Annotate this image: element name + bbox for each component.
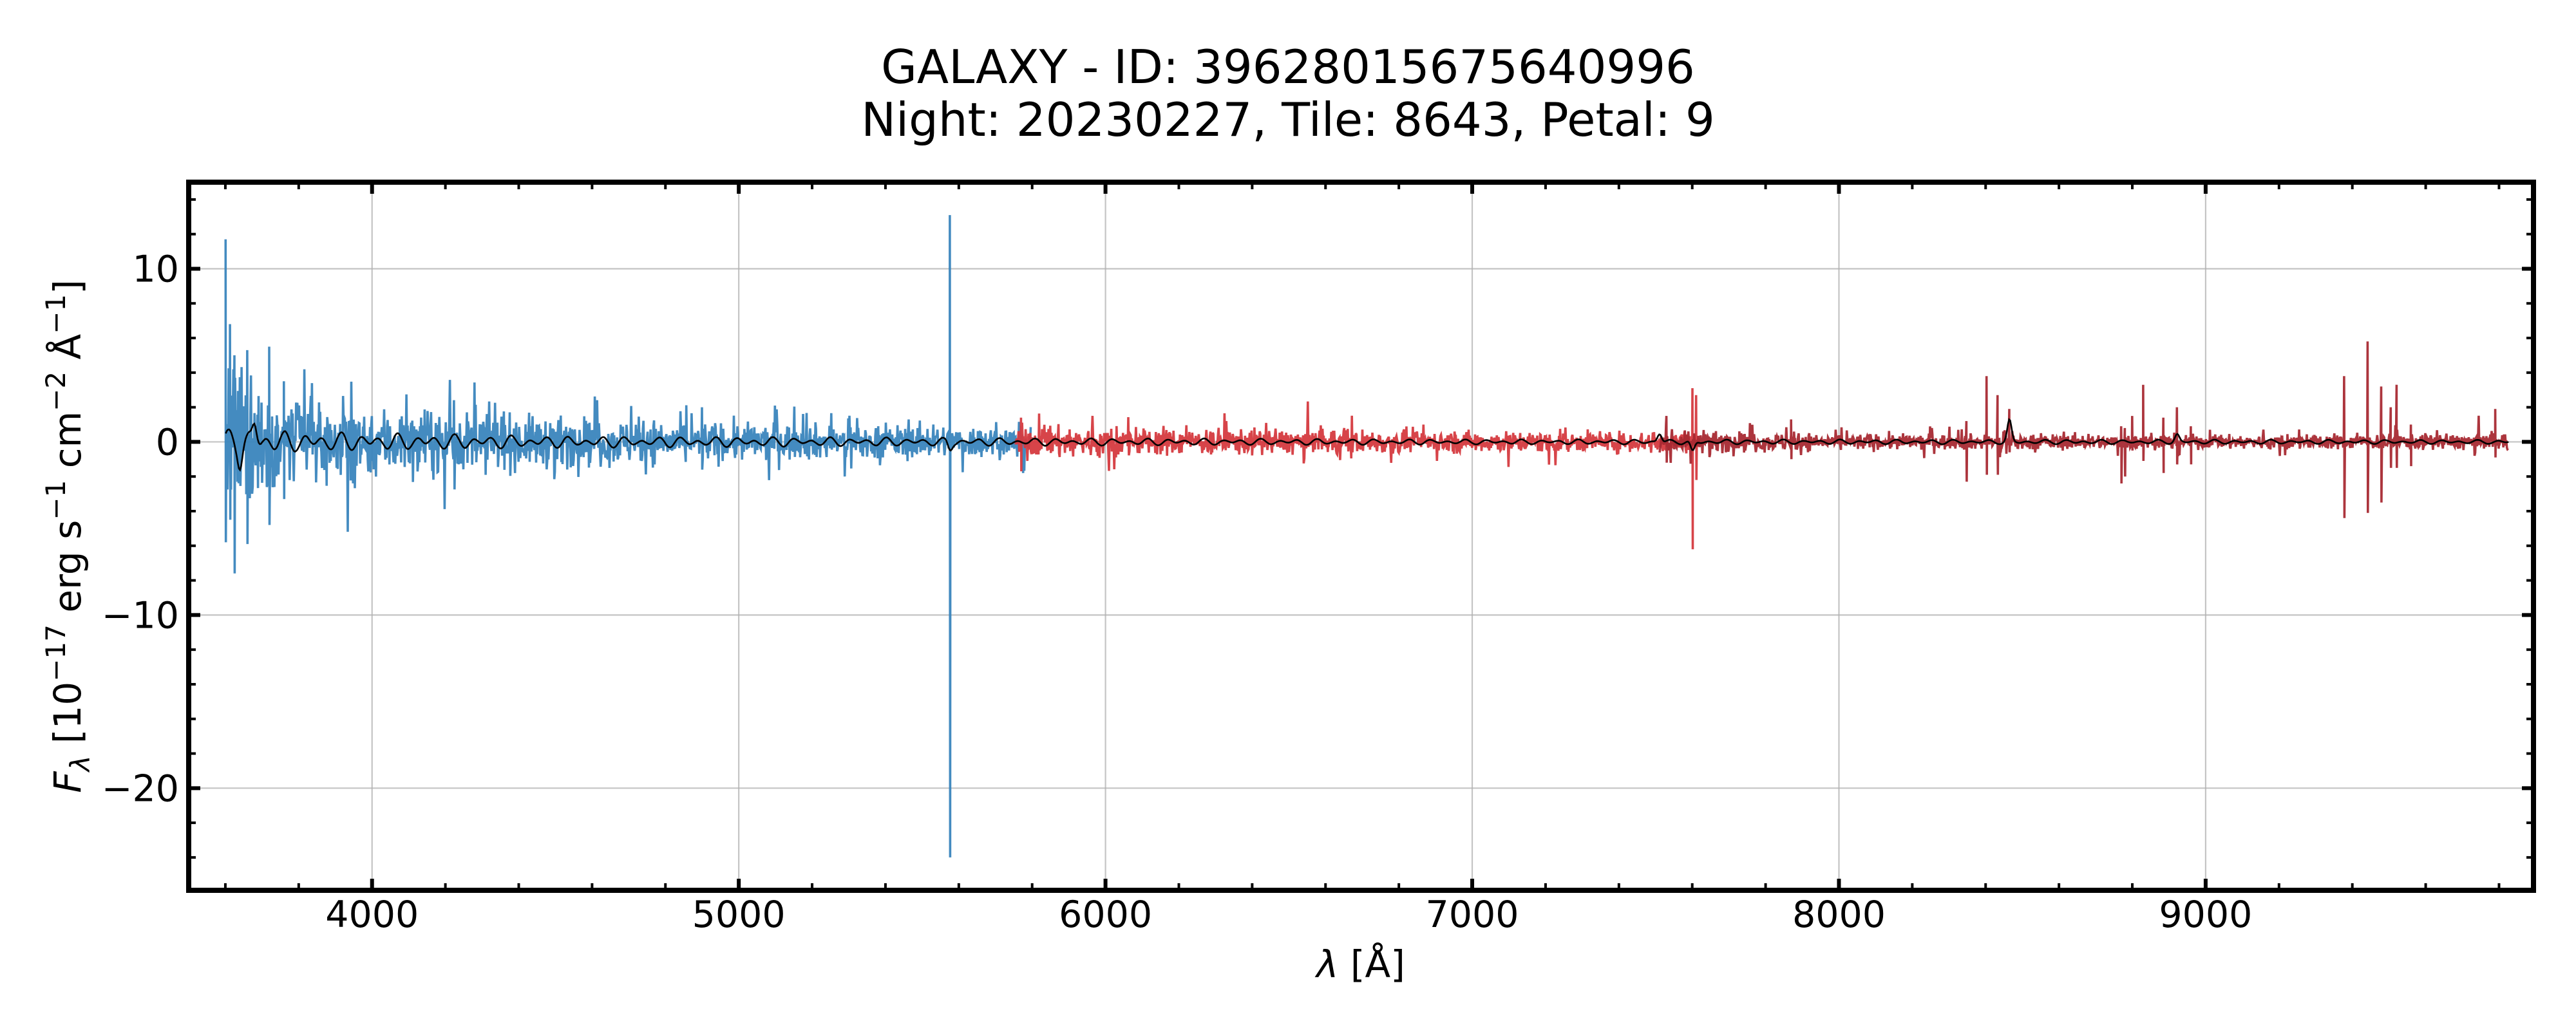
chart-title-line-2: Night: 20230227, Tile: 8643, Petal: 9 (861, 93, 1715, 147)
y-axis-label: Fλ [10−17 erg s−1 cm−2 Å−1] (40, 279, 96, 793)
axes-frame (186, 180, 2536, 893)
spectrum-series (224, 215, 2509, 857)
tick-labels: 4000 5000 6000 7000 8000 9000 10 0 −10 −20 (102, 248, 2253, 936)
x-tick-label: 6000 (1059, 894, 1152, 936)
chart-title-line-1: GALAXY - ID: 39628015675640996 (881, 40, 1695, 94)
x-axis-label: λ [Å] (1314, 942, 1405, 986)
flux-line-b-arm (224, 215, 1032, 857)
x-tick-label: 5000 (692, 894, 786, 936)
model-line (225, 418, 2509, 472)
flux-line-r-arm (1014, 388, 1701, 550)
axis-ticks (189, 182, 2533, 890)
grid-lines (189, 182, 2533, 890)
x-tick-label: 8000 (1792, 894, 1886, 936)
axes-border (186, 180, 2536, 893)
x-tick-label: 9000 (2159, 894, 2252, 936)
flux-line-z-arm (1658, 341, 2509, 518)
x-tick-label: 4000 (325, 894, 419, 936)
y-tick-label: 0 (156, 421, 179, 464)
x-tick-label: 7000 (1426, 894, 1519, 936)
y-tick-label: −20 (102, 767, 179, 810)
y-tick-label: 10 (132, 248, 179, 290)
y-tick-label: −10 (102, 594, 179, 637)
